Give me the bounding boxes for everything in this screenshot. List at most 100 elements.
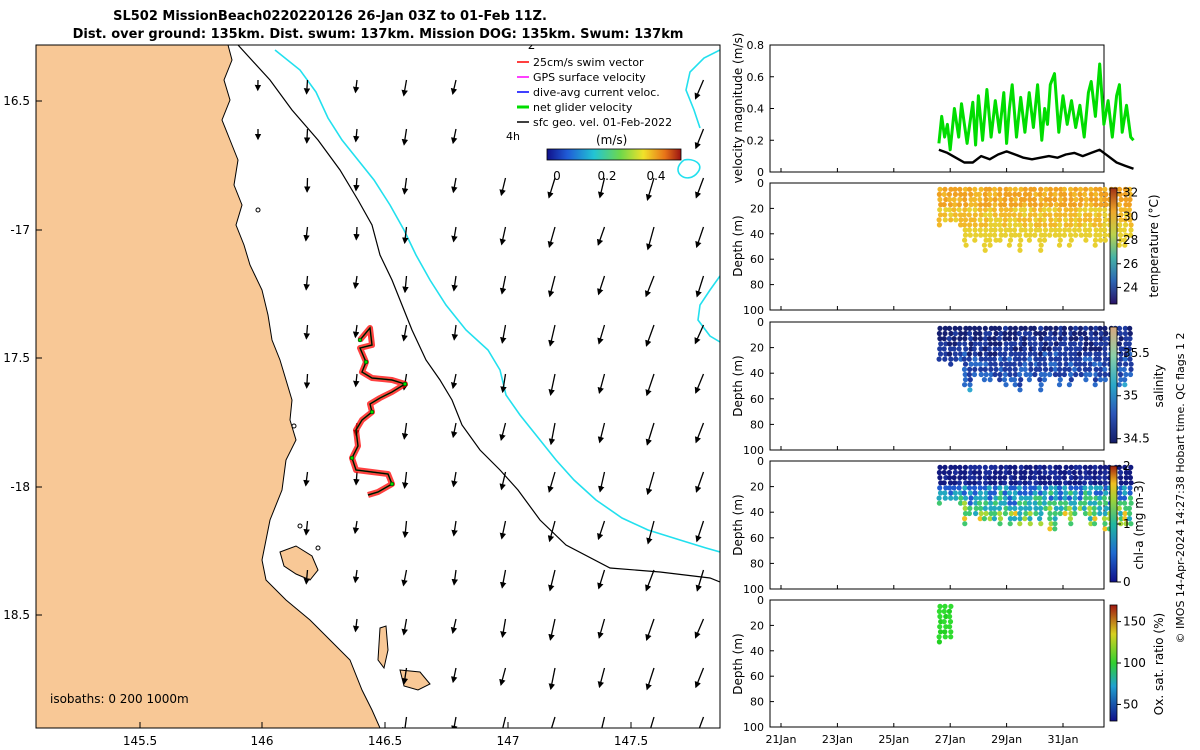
oxygen-point <box>942 603 948 610</box>
salinity-point <box>1068 330 1074 337</box>
track-surfacing-point <box>389 481 395 487</box>
temperature-point <box>1062 227 1068 233</box>
temperature-point <box>982 191 988 197</box>
chl-point <box>1068 521 1074 527</box>
temperature-point <box>968 202 974 208</box>
temperature-point <box>1071 191 1078 197</box>
chl-point <box>1097 495 1103 501</box>
chl-point <box>1057 480 1063 486</box>
temperature-point <box>1052 222 1058 228</box>
chl-point <box>976 500 983 506</box>
chl-point <box>1128 500 1134 506</box>
chl-point <box>1008 510 1014 517</box>
chl-point <box>1072 495 1078 501</box>
velocity-ytick-label: 0 <box>757 166 764 179</box>
salinity-point <box>1057 366 1063 372</box>
chl-point <box>1041 500 1047 506</box>
salinity-point <box>1042 351 1048 357</box>
chl-point <box>976 480 983 486</box>
chl-point <box>1036 485 1042 491</box>
salinity-point <box>1093 366 1099 372</box>
chl-point <box>1008 480 1014 486</box>
salinity-point <box>992 346 998 352</box>
chl-point <box>981 516 988 522</box>
salinity-point <box>982 366 988 372</box>
temperature-point <box>1077 186 1084 192</box>
oxygen-point <box>948 603 954 610</box>
salinity-point <box>972 330 979 337</box>
temperature-point <box>1073 207 1079 213</box>
chl-point <box>1047 500 1053 506</box>
temperature-point <box>1043 202 1049 208</box>
velocity-arrow <box>303 373 311 389</box>
depth-tick-label: 40 <box>750 367 764 380</box>
temperature-point <box>1116 202 1122 208</box>
salinity-label: salinity <box>1152 364 1166 407</box>
salinity-point <box>1077 325 1084 331</box>
depth-tick-label: 0 <box>757 594 764 607</box>
chl-point <box>1023 510 1029 517</box>
temperature-point <box>1038 242 1044 248</box>
salinity-point <box>1031 346 1037 352</box>
map-lat-tick-label: 16.5 <box>3 94 30 108</box>
salinity-point <box>1127 330 1133 337</box>
temperature-depth-axis: 0 20 40 60 80 100 <box>743 177 774 317</box>
depth-tick-label: 20 <box>750 619 764 632</box>
salinity-point <box>983 371 989 378</box>
salinity-point <box>1048 330 1054 337</box>
velocity-arrow <box>353 177 360 192</box>
salinity-point <box>1077 330 1083 337</box>
salinity-point <box>1083 341 1089 347</box>
salinity-point <box>1008 351 1014 357</box>
temperature-point <box>1037 227 1043 233</box>
salinity-point <box>997 371 1003 378</box>
salinity-point <box>1048 341 1054 347</box>
temperature-point <box>1127 212 1133 218</box>
chl-point <box>1057 500 1064 506</box>
velocity-arrow <box>352 520 360 535</box>
map-latitude-axis: 16.5 -17 17.5 -18 18.5 <box>3 94 42 622</box>
salinity-point <box>962 377 969 383</box>
chl-point <box>1068 490 1074 496</box>
salinity-point <box>992 341 998 347</box>
temperature-point <box>952 191 959 197</box>
salinity-point <box>1027 341 1033 347</box>
salinity-point <box>1088 330 1094 337</box>
chl-point <box>988 464 994 470</box>
salinity-point <box>997 346 1003 352</box>
temperature-point <box>1038 196 1044 203</box>
chl-point <box>1062 500 1069 506</box>
temperature-point <box>966 207 973 213</box>
velocity-arrow <box>598 471 606 493</box>
chl-point <box>1072 480 1078 486</box>
colorbar-tick-label: 35 <box>1123 389 1138 403</box>
time-tick-label: 31Jan <box>1048 733 1079 746</box>
salinity-point <box>962 361 969 367</box>
temperature-point <box>1003 227 1009 233</box>
salinity-point <box>1062 366 1068 372</box>
velocity-arrow <box>694 324 705 345</box>
temperature-point <box>1127 196 1133 203</box>
chl-point <box>1072 475 1079 481</box>
temperature-point <box>1041 207 1047 213</box>
reef-dot <box>255 207 261 213</box>
salinity-point <box>1023 371 1029 378</box>
salinity-point <box>1022 325 1028 331</box>
map-lon-tick-label: 146.5 <box>368 734 402 748</box>
depth-tick-label: 60 <box>750 670 764 683</box>
chl-point <box>1072 490 1078 496</box>
salinity-point <box>1102 371 1108 378</box>
chl-point <box>1023 505 1029 511</box>
chl-point <box>952 480 958 486</box>
salinity-point <box>1097 346 1103 352</box>
temperature-point <box>1088 196 1094 203</box>
salinity-point <box>977 341 983 347</box>
chl-point <box>991 516 998 522</box>
chl-point <box>1018 464 1024 470</box>
temperature-point <box>1093 217 1099 223</box>
temperature-point <box>1068 207 1074 213</box>
salinity-point <box>1102 346 1108 352</box>
oxygen-point <box>936 639 943 645</box>
temperature-point <box>1118 196 1124 203</box>
